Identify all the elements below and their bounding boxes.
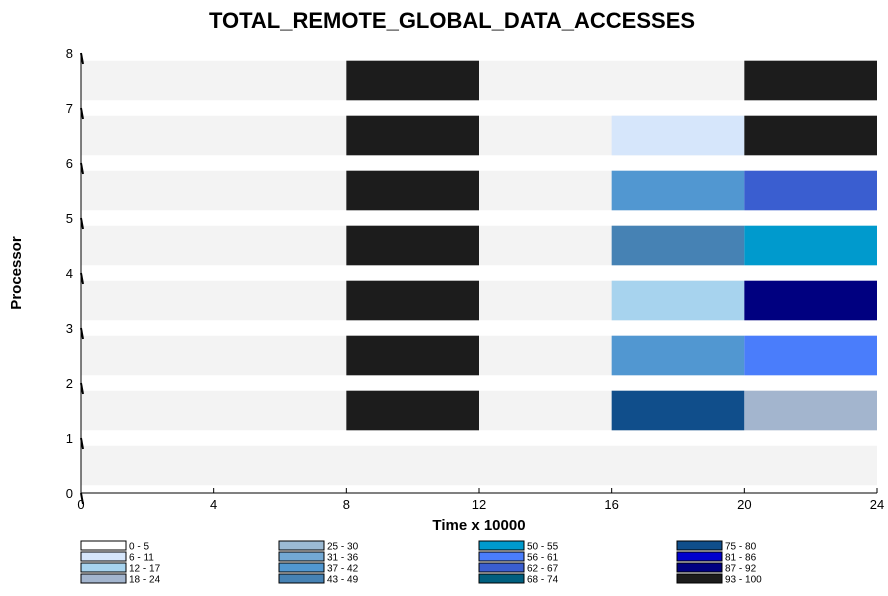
heat-cell-p6-t1 — [346, 115, 479, 156]
x-ticks: 0 4 8 12 16 20 24 — [77, 488, 884, 512]
legend-label: 68 - 74 — [527, 575, 559, 586]
heat-cell-p1-t1 — [346, 390, 479, 431]
legend-swatch — [80, 562, 127, 573]
x-tick-label: 0 — [77, 497, 84, 512]
heat-cell-p3-t4 — [744, 280, 877, 321]
y-tick-label: 1 — [66, 431, 73, 446]
legend-label: 37 - 42 — [327, 564, 359, 575]
legend-label: 50 - 55 — [527, 542, 559, 553]
y-ticks: 0 1 2 3 4 5 6 7 8 — [66, 46, 84, 505]
processor-0-row-background — [81, 445, 877, 486]
legend-swatch — [478, 540, 525, 551]
heat-cell-p6-t4 — [744, 115, 877, 156]
y-tick-mark — [80, 217, 84, 230]
legend-swatch — [676, 573, 723, 584]
y-tick-label: 2 — [66, 376, 73, 391]
x-tick-label: 12 — [472, 497, 486, 512]
legend-label: 0 - 5 — [129, 542, 149, 553]
legend-swatch — [80, 540, 127, 551]
x-tick-label: 16 — [604, 497, 618, 512]
legend-label: 75 - 80 — [725, 542, 757, 553]
heat-cell-p5-t3 — [611, 170, 745, 211]
legend-label: 43 - 49 — [327, 575, 359, 586]
legend-swatch — [278, 562, 325, 573]
heat-cell-p6-t3 — [611, 115, 745, 156]
heat-cell-p4-t1 — [346, 225, 479, 266]
legend-swatch — [478, 551, 525, 562]
y-tick-label: 8 — [66, 46, 73, 61]
legend-swatch — [278, 551, 325, 562]
legend-swatch — [676, 562, 723, 573]
legend-swatch — [478, 573, 525, 584]
legend-label: 6 - 11 — [129, 553, 154, 564]
y-tick-mark — [80, 272, 84, 285]
legend-swatch — [478, 562, 525, 573]
y-tick-label: 6 — [66, 156, 73, 171]
y-tick-mark — [80, 162, 84, 175]
y-tick-mark — [80, 52, 84, 65]
heat-cell-p1-t3 — [611, 390, 745, 431]
plot-area — [81, 60, 877, 486]
legend-label: 12 - 17 — [129, 564, 161, 575]
heat-cell-p3-t1 — [346, 280, 479, 321]
y-axis-label: Processor — [8, 236, 25, 310]
legend-swatch — [278, 540, 325, 551]
y-tick-label: 3 — [66, 321, 73, 336]
legend-swatch — [278, 573, 325, 584]
heat-cell-p7-t4 — [744, 60, 877, 101]
legend-label: 18 - 24 — [129, 575, 161, 586]
y-tick-label: 4 — [66, 266, 73, 281]
heat-cell-p4-t3 — [611, 225, 745, 266]
heat-cell-p5-t4 — [744, 170, 877, 211]
legend-label: 62 - 67 — [527, 564, 559, 575]
legend-label: 56 - 61 — [527, 553, 559, 564]
y-tick-label: 7 — [66, 101, 73, 116]
y-tick-label: 5 — [66, 211, 73, 226]
x-tick-label: 8 — [343, 497, 350, 512]
heat-cell-p1-t4 — [744, 390, 877, 431]
heat-cell-p2-t3 — [611, 335, 745, 376]
legend-label: 81 - 86 — [725, 553, 757, 564]
y-tick-mark — [80, 382, 84, 395]
legend-swatch — [676, 540, 723, 551]
heat-cell-p3-t3 — [611, 280, 745, 321]
legend-swatch — [676, 551, 723, 562]
y-tick-mark — [80, 107, 84, 120]
heat-cell-p2-t4 — [744, 335, 877, 376]
x-tick-label: 20 — [737, 497, 751, 512]
legend-label: 93 - 100 — [725, 575, 762, 586]
y-tick-mark — [80, 437, 84, 450]
x-tick-label: 24 — [870, 497, 884, 512]
legend-label: 31 - 36 — [327, 553, 359, 564]
chart-title: TOTAL_REMOTE_GLOBAL_DATA_ACCESSES — [209, 8, 695, 33]
x-axis-label: Time x 10000 — [432, 517, 525, 534]
legend-swatch — [80, 551, 127, 562]
heat-cell-p5-t1 — [346, 170, 479, 211]
y-tick-mark — [80, 492, 84, 505]
y-tick-mark — [80, 327, 84, 340]
y-tick-label: 0 — [66, 486, 73, 501]
heat-cell-p7-t1 — [346, 60, 479, 101]
legend-label: 25 - 30 — [327, 542, 359, 553]
heat-cell-p2-t1 — [346, 335, 479, 376]
heat-cell-p4-t4 — [744, 225, 877, 266]
legend-swatch — [80, 573, 127, 584]
x-tick-label: 4 — [210, 497, 217, 512]
legend-label: 87 - 92 — [725, 564, 757, 575]
